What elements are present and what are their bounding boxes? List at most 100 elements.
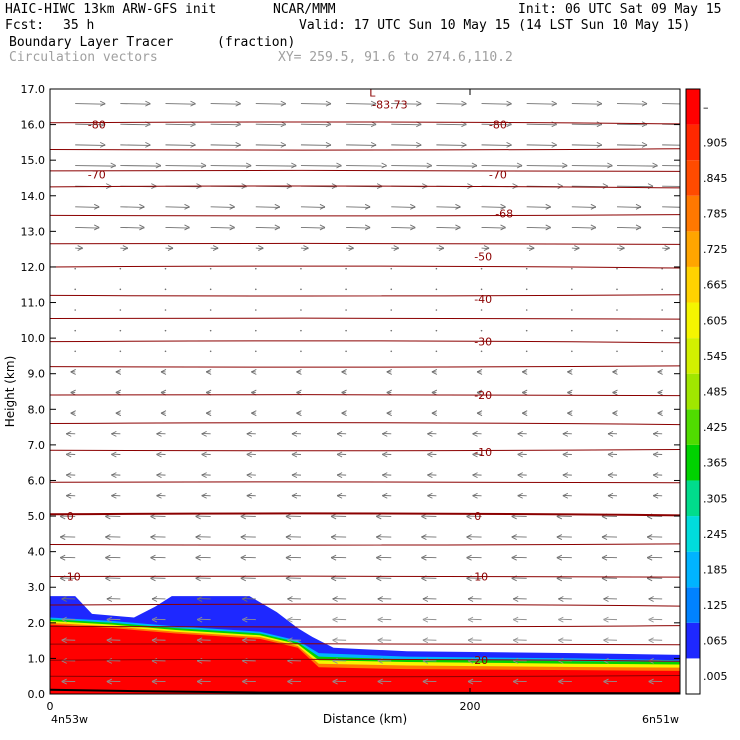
wind-vector — [431, 369, 438, 375]
wind-vector — [119, 350, 122, 353]
temperature-contour — [50, 148, 680, 151]
wind-vector — [571, 203, 597, 210]
wind-vector — [571, 245, 580, 251]
colorbar-label: .125 — [703, 599, 728, 612]
colorbar-label: .605 — [703, 314, 728, 327]
wind-vector — [65, 451, 76, 458]
wind-vector — [517, 430, 527, 437]
wind-vector — [70, 369, 76, 375]
wind-vector — [160, 369, 167, 375]
wind-vector — [616, 267, 618, 270]
wind-vector — [285, 534, 301, 540]
y-tick-label: 2.0 — [28, 617, 46, 630]
wind-vector — [662, 103, 680, 105]
wind-vector — [160, 389, 167, 396]
wind-vector — [300, 121, 332, 128]
wind-vector — [662, 245, 670, 251]
wind-vector — [436, 100, 467, 107]
wind-vector — [525, 309, 528, 311]
wind-vector — [287, 596, 301, 602]
wind-vector — [427, 472, 437, 479]
wind-vector — [209, 350, 212, 353]
wind-vector — [648, 596, 663, 602]
wind-vector — [330, 554, 347, 561]
wind-vector — [377, 637, 392, 644]
x-tick-label: 200 — [460, 700, 481, 713]
y-tick-label: 15.0 — [21, 154, 46, 167]
wind-vector — [255, 203, 281, 210]
wind-vector — [386, 389, 392, 396]
fcst-label: Fcst: — [5, 18, 45, 33]
wind-vector — [196, 678, 211, 685]
wind-vector — [346, 141, 377, 148]
wind-vector — [422, 616, 437, 623]
temperature-contour — [50, 512, 680, 517]
wind-vector — [332, 616, 347, 623]
wind-vector — [75, 224, 100, 231]
wind-vector — [336, 430, 347, 437]
wind-vector — [345, 329, 347, 332]
temperature-contour — [50, 481, 680, 484]
wind-vector — [517, 451, 527, 458]
wind-vector — [165, 224, 190, 231]
colorbar-swatch — [686, 338, 700, 374]
wind-vector — [511, 534, 527, 540]
colorbar-swatch — [686, 124, 700, 161]
wind-vector — [201, 492, 211, 499]
wind-vector — [571, 288, 573, 291]
wind-vector — [652, 492, 663, 499]
init-time: Init: 06 UTC Sat 09 May 15 — [518, 2, 722, 17]
wind-vector — [657, 389, 663, 396]
wind-vector — [661, 288, 663, 291]
model-title: HAIC-HIWC 13km ARW-GFS init — [5, 2, 217, 17]
wind-vector — [661, 329, 663, 332]
wind-vector — [616, 121, 648, 128]
wind-vector — [111, 451, 121, 458]
wind-vector — [422, 637, 437, 644]
wind-vector — [603, 596, 618, 602]
vector-layer — [59, 100, 680, 685]
wind-vector — [601, 554, 618, 561]
temperature-contour — [50, 121, 680, 125]
wind-vector — [196, 637, 211, 644]
wind-vector — [336, 451, 347, 458]
wind-vector — [165, 203, 190, 210]
temperature-contour — [50, 185, 680, 189]
contour-label: 0 — [474, 510, 481, 523]
wind-vector — [291, 492, 301, 499]
wind-vector — [74, 288, 76, 291]
wind-vector — [603, 678, 618, 685]
wind-vector — [657, 410, 663, 417]
wind-vector — [616, 350, 618, 353]
wind-vector — [376, 513, 392, 520]
wind-vector — [391, 162, 432, 169]
xy-coords: XY= 259.5, 91.6 to 274.6,110.2 — [278, 50, 513, 65]
y-tick-label: 10.0 — [21, 332, 46, 345]
wind-vector — [603, 616, 618, 623]
wind-vector — [556, 534, 572, 540]
x-axis-label: Distance (km) — [323, 712, 407, 726]
wind-vector — [481, 224, 506, 231]
wind-vector — [120, 162, 162, 169]
wind-vector — [115, 410, 122, 417]
contour-label: -70 — [489, 168, 507, 181]
wind-vector — [300, 224, 326, 231]
temperature-contour — [50, 169, 680, 172]
wind-vector — [61, 678, 76, 685]
wind-vector — [120, 141, 151, 148]
wind-vector — [165, 141, 196, 148]
wind-vector — [240, 534, 256, 540]
wind-vector — [106, 678, 121, 685]
y-tick-label: 4.0 — [28, 546, 46, 559]
wind-vector — [472, 492, 482, 499]
wind-vector — [255, 162, 297, 169]
contour-label: 10 — [474, 571, 488, 584]
contour-label: -70 — [88, 168, 106, 181]
wind-vector — [567, 369, 573, 375]
wind-vector — [571, 162, 613, 169]
wind-vector — [646, 534, 663, 540]
colorbar-swatch — [686, 266, 700, 303]
wind-vector — [65, 472, 76, 479]
wind-vector — [382, 430, 392, 437]
y-tick-label: 11.0 — [21, 297, 46, 310]
